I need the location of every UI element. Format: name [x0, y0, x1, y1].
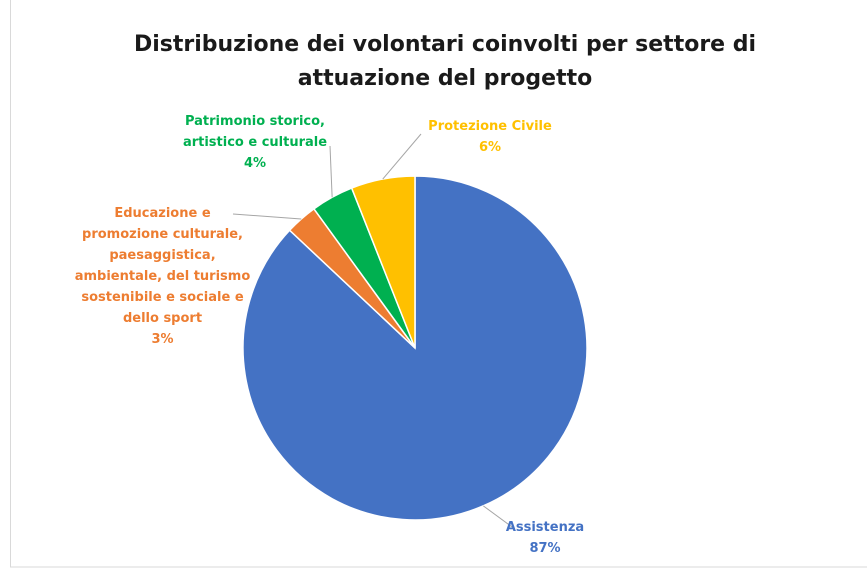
value-label: 3%	[151, 332, 174, 347]
leader-line	[232, 213, 302, 220]
value-label: 6%	[478, 140, 502, 155]
leader-line	[483, 505, 513, 528]
chart-frame	[10, 0, 867, 568]
category-label: Patrimonio storico, artistico e cultural…	[182, 114, 328, 150]
data-label: Educazione e promozione culturale, paesa…	[70, 203, 255, 350]
data-label: Protezione Civile 6%	[400, 116, 580, 158]
category-label: Educazione e promozione culturale, paesa…	[74, 206, 251, 326]
value-label: 4%	[243, 156, 267, 171]
category-label: Protezione Civile	[428, 119, 552, 134]
value-label: 87%	[529, 541, 561, 556]
chart-title: Distribuzione dei volontari coinvolti pe…	[133, 32, 757, 91]
leader-line	[382, 133, 422, 180]
data-label: Assistenza 87%	[480, 517, 610, 559]
category-label: Assistenza	[505, 520, 585, 535]
leader-line	[329, 145, 333, 198]
data-label: Patrimonio storico, artistico e cultural…	[170, 111, 340, 174]
